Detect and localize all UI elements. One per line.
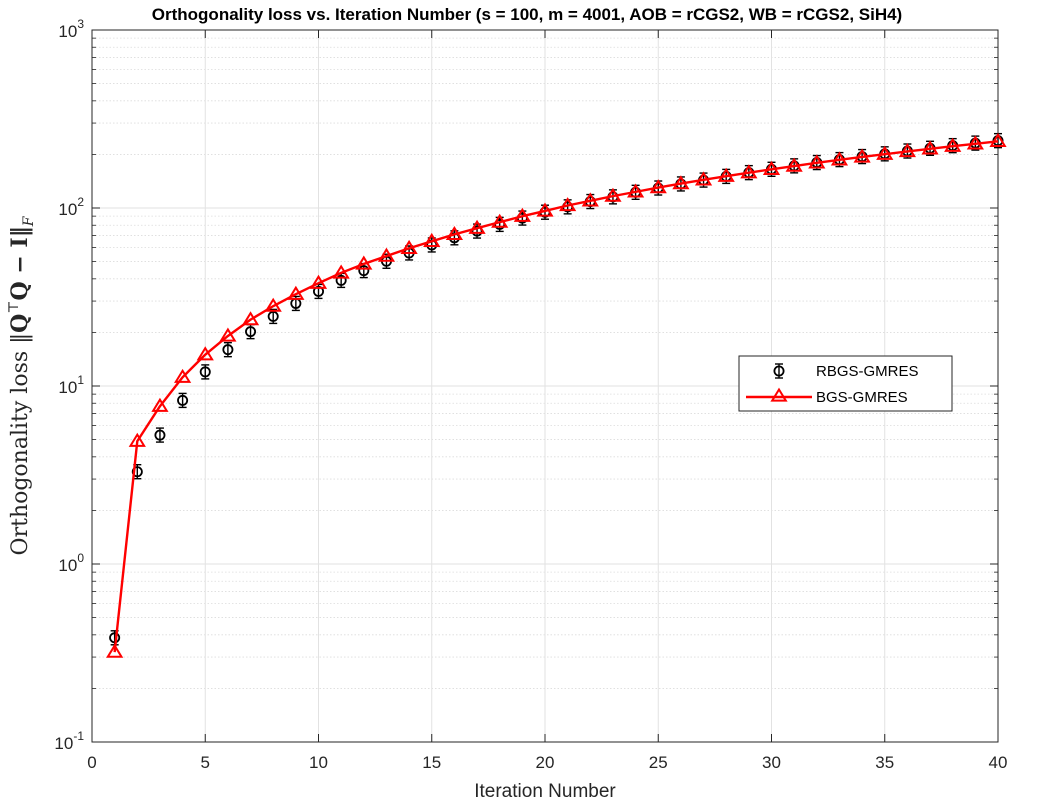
legend-box: [738, 355, 953, 412]
data-point: [445, 225, 464, 241]
data-point: [626, 183, 645, 198]
data-point: [513, 207, 531, 222]
x-tick-label: 40: [989, 753, 1008, 772]
data-point: [491, 213, 509, 228]
data-point: [536, 202, 554, 217]
data-point: [400, 239, 418, 254]
data-point: [151, 397, 169, 412]
data-point: [219, 327, 237, 342]
legend: RBGS-GMRES BGS-GMRES: [738, 355, 953, 412]
data-point: [199, 364, 211, 380]
data-point: [177, 392, 189, 409]
data-point: [785, 157, 803, 172]
data-point: [173, 368, 192, 383]
data-point: [377, 247, 396, 262]
data-point: [830, 151, 849, 166]
data-point: [581, 192, 599, 207]
x-tick-label: 30: [762, 753, 781, 772]
chart-title: Orthogonality loss vs. Iteration Number …: [152, 5, 902, 24]
data-point: [672, 175, 690, 190]
data-point: [966, 135, 984, 150]
legend-marker-symbol: [773, 363, 785, 379]
y-tick-labels: 10-1 100 101 102 103: [54, 17, 84, 753]
y-tick-label: 100: [58, 551, 84, 575]
data-point: [241, 311, 260, 326]
y-axis-label-rest: Q − I‖: [7, 226, 33, 300]
x-tick-label: 25: [649, 753, 668, 772]
data-point: [245, 323, 257, 340]
data-point: [604, 187, 622, 202]
x-tick-label: 20: [536, 753, 555, 772]
series-line: [113, 140, 999, 653]
legend-label-bgs: BGS-GMRES: [816, 389, 908, 406]
data-point: [808, 154, 826, 169]
x-tick-label: 10: [309, 753, 328, 772]
x-tick-labels: 0 5 10 15 20 25 30 35 40: [87, 753, 1007, 772]
data-point: [264, 297, 282, 312]
data-point: [762, 160, 781, 175]
legend-label-rbgs: RBGS-GMRES: [816, 363, 919, 380]
data-point: [287, 285, 305, 300]
x-tick-label: 0: [87, 753, 96, 772]
data-point: [309, 274, 328, 289]
data-point: [332, 264, 350, 279]
data-point: [423, 232, 441, 247]
data-point: [717, 167, 735, 182]
data-point: [128, 432, 146, 447]
data-point: [196, 346, 214, 361]
y-tick-label: 101: [58, 373, 84, 397]
x-tick-label: 35: [875, 753, 894, 772]
y-axis-label-sup: ⊤: [6, 300, 22, 313]
x-tick-label: 5: [201, 753, 210, 772]
y-tick-label: 10-1: [54, 729, 84, 753]
data-point: [154, 427, 166, 443]
data-point: [898, 142, 917, 158]
data-point: [559, 197, 577, 212]
legend-item-rbgs: RBGS-GMRES: [773, 363, 919, 380]
legend-marker-symbol: [770, 387, 788, 402]
x-axis-label: Iteration Number: [474, 781, 616, 801]
data-point: [694, 171, 713, 186]
y-tick-label: 103: [58, 17, 84, 41]
y-axis-label-q: Q: [7, 314, 33, 333]
data-point: [876, 145, 894, 160]
legend-marker-rbgs: [773, 363, 785, 379]
data-point: [649, 179, 667, 194]
y-axis-label: Orthogonality loss ‖Q⊤Q − I‖F: [6, 215, 37, 555]
series-layer: [106, 132, 1007, 658]
legend-marker-bgs: [746, 387, 812, 402]
data-point: [989, 132, 1007, 147]
y-tick-label: 102: [58, 195, 84, 219]
data-point: [944, 137, 962, 152]
axis-ticks: [91, 29, 999, 743]
y-axis-label-main: Orthogonality loss ‖: [8, 333, 33, 556]
data-point: [468, 219, 486, 234]
x-tick-label: 15: [422, 753, 441, 772]
data-point: [853, 148, 871, 163]
data-point: [222, 341, 234, 358]
series-1: [106, 132, 1007, 658]
data-point: [106, 643, 124, 658]
y-axis-label-sub: F: [21, 215, 37, 227]
data-point: [921, 140, 939, 155]
data-point: [355, 255, 373, 270]
data-point: [740, 164, 758, 179]
legend-item-bgs: BGS-GMRES: [746, 387, 908, 406]
